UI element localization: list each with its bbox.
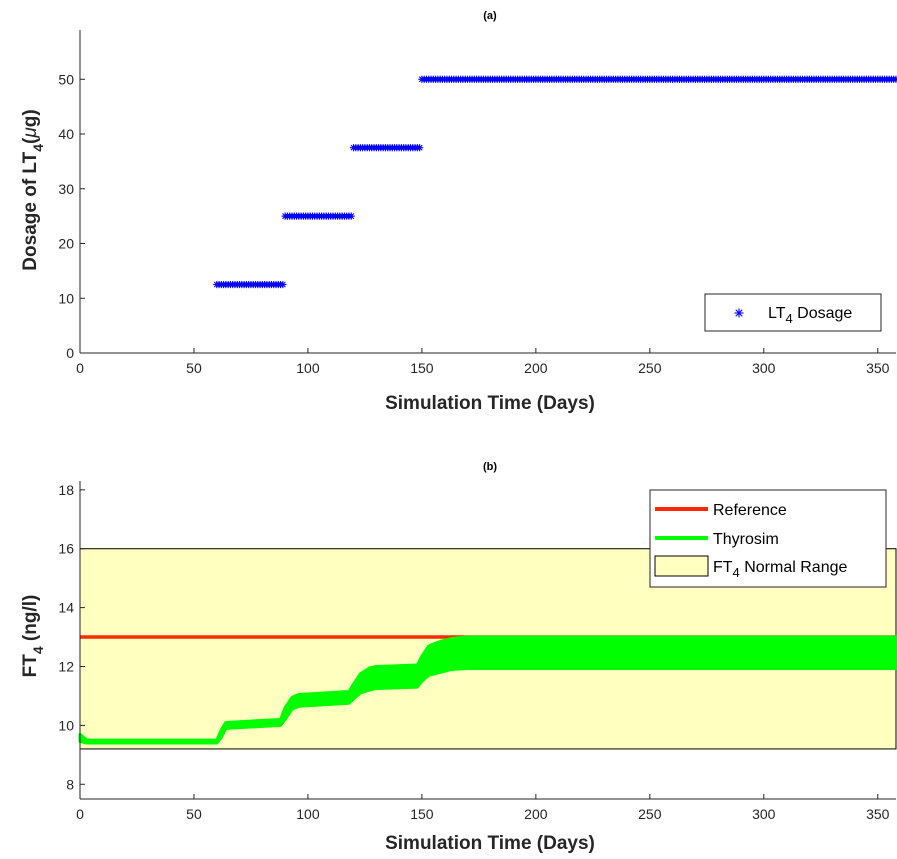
dosage-legend-label: LT4 Dosage	[768, 305, 852, 326]
ft4-x-tick-label: 150	[410, 806, 434, 822]
ft4-x-tick-label: 300	[752, 806, 776, 822]
dosage-point	[279, 280, 287, 289]
ft4-thyrosim-band	[78, 635, 897, 745]
dosage-y-tick-label: 20	[58, 236, 74, 252]
ft4-x-tick-label: 0	[76, 806, 84, 822]
ft4-x-tick-label: 200	[524, 806, 548, 822]
dosage-chart-title: (a)	[483, 10, 497, 22]
ft4-legend-range-rest: Normal Range	[740, 559, 848, 576]
ft4-legend: Reference Thyrosim FT4 Normal Range	[649, 489, 887, 588]
dosage-chart-panel: (a) 0 50 100 150 200 250 300 350 0 10 20 30 40 50 Sim…	[20, 10, 897, 414]
dosage-x-tick-label: 350	[866, 360, 890, 376]
dosage-legend-asterisk	[734, 308, 744, 318]
ft4-y-label-text: FT	[20, 654, 41, 678]
dosage-segment-1	[213, 280, 287, 289]
dosage-point	[347, 212, 355, 220]
ft4-y-label-subscript: 4	[30, 646, 46, 654]
ft4-legend-range-label: FT4 Normal Range	[713, 559, 847, 580]
dosage-y-label-text: Dosage of LT	[20, 151, 41, 270]
dosage-y-tick-label: 40	[58, 126, 74, 142]
dosage-y-tick-label: 50	[58, 71, 74, 87]
ft4-y-label-unit: (ng/l)	[20, 595, 41, 647]
dosage-legend-label-text: LT	[768, 305, 786, 322]
dosage-plot-area	[213, 75, 897, 289]
dosage-x-tick-label: 200	[524, 360, 548, 376]
dosage-y-tick-label: 0	[66, 345, 74, 361]
dosage-axes: 0 50 100 150 200 250 300 350 0 10 20 30 40 50	[58, 30, 896, 376]
dosage-point	[416, 144, 424, 152]
dosage-legend-box	[704, 293, 882, 332]
ft4-chart-title: (b)	[483, 461, 497, 473]
dosage-x-tick-label: 300	[752, 360, 776, 376]
dosage-x-tick-label: 250	[638, 360, 662, 376]
dosage-segment-3	[349, 144, 424, 152]
dosage-y-tick-label: 30	[58, 181, 74, 197]
dosage-y-axis-label: Dosage of LT4(μg)	[20, 109, 46, 270]
ft4-y-tick-label: 14	[58, 600, 74, 616]
dosage-legend: LT4 Dosage	[704, 293, 882, 332]
dosage-x-tick-label: 100	[296, 360, 320, 376]
ft4-y-tick-label: 16	[58, 541, 74, 557]
dosage-point	[892, 75, 897, 83]
ft4-axes: 0 50 100 150 200 250 300 350 8 10 12 14 16 18	[58, 481, 896, 822]
ft4-legend-range-swatch	[654, 555, 709, 577]
dosage-x-tick-label: 0	[76, 360, 84, 376]
dosage-segment-2	[281, 212, 355, 220]
ft4-y-tick-label: 18	[58, 482, 74, 498]
dosage-y-label-mu: μ	[20, 127, 41, 139]
ft4-legend-reference-label: Reference	[713, 502, 787, 519]
dosage-x-axis-label: Simulation Time (Days)	[385, 393, 595, 414]
ft4-legend-range-sub: 4	[733, 565, 740, 580]
dosage-legend-marker	[734, 308, 744, 318]
dosage-y-label-unit: g)	[20, 109, 41, 127]
ft4-x-tick-label: 350	[866, 806, 890, 822]
ft4-x-tick-label: 50	[186, 806, 202, 822]
ft4-x-tick-label: 100	[296, 806, 320, 822]
ft4-legend-range-text: FT	[713, 559, 733, 576]
ft4-y-tick-label: 12	[58, 659, 74, 675]
ft4-x-axis-label: Simulation Time (Days)	[385, 833, 595, 854]
dosage-x-tick-label: 150	[410, 360, 434, 376]
dosage-legend-label-rest: Dosage	[793, 305, 853, 322]
dosage-segment-4	[418, 75, 897, 83]
ft4-legend-thyrosim-label: Thyrosim	[713, 531, 779, 548]
ft4-chart-panel: (b) 0 50 100 150 200 250 300 350 8 10 12 14 16 18 Sim…	[20, 461, 897, 854]
dosage-x-tick-label: 50	[186, 360, 202, 376]
ft4-y-tick-label: 8	[66, 776, 74, 792]
dosage-y-tick-label: 10	[58, 290, 74, 306]
ft4-y-tick-label: 10	[58, 717, 74, 733]
dosage-y-label-open: (	[20, 137, 41, 144]
dosage-legend-label-sub: 4	[785, 311, 792, 326]
ft4-x-tick-label: 250	[638, 806, 662, 822]
dosage-y-label-subscript: 4	[30, 144, 46, 152]
ft4-y-axis-label: FT4 (ng/l)	[20, 595, 46, 678]
